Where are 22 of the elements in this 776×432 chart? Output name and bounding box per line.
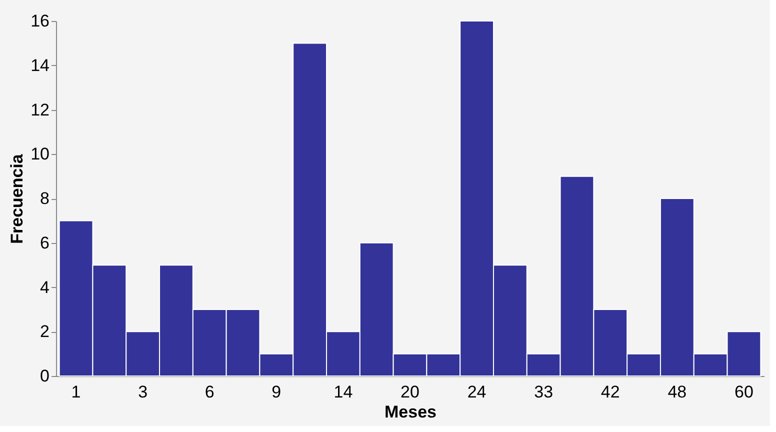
y-tick-label: 4	[40, 278, 50, 297]
y-tick-label: 14	[30, 56, 50, 75]
y-tick-label: 2	[40, 322, 50, 342]
x-tick-label: 24	[467, 382, 486, 402]
y-tick-label: 12	[30, 100, 50, 120]
y-tick-label: 16	[30, 12, 50, 30]
y-tick-label: 6	[40, 233, 50, 252]
x-tick-label: 60	[734, 382, 754, 402]
x-tick-label: 20	[400, 382, 420, 402]
y-tick-label: 10	[30, 144, 50, 164]
x-axis-title: Meses	[384, 402, 436, 422]
y-tick-label: 8	[40, 189, 50, 208]
x-tick-label: 33	[534, 382, 554, 402]
x-tick-label: 6	[204, 382, 214, 402]
x-tick-label: 48	[668, 382, 687, 402]
x-tick-label: 42	[600, 382, 620, 402]
y-tick-label: 0	[40, 366, 50, 386]
y-axis-title: Frecuencia	[8, 154, 27, 244]
x-tick-label: 3	[138, 382, 148, 402]
x-tick-label: 9	[272, 382, 282, 402]
x-tick-label: 14	[334, 382, 353, 402]
x-tick-label: 1	[71, 382, 81, 402]
